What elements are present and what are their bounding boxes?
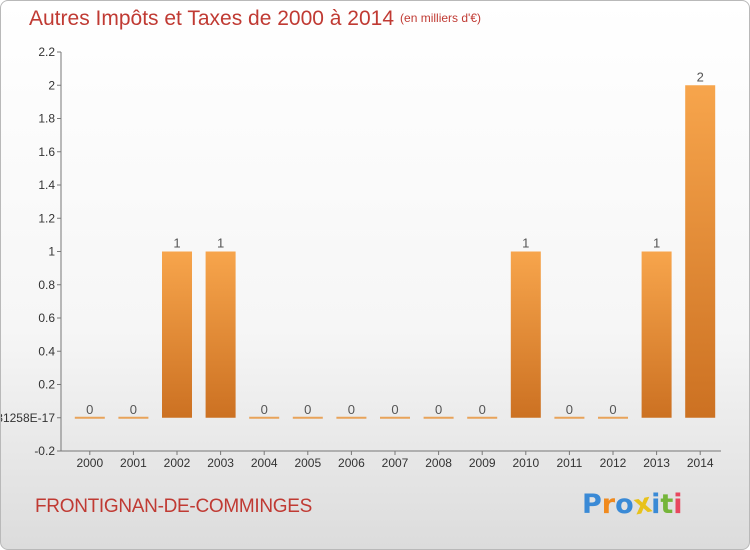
x-tick-label: 2004 (251, 456, 278, 470)
x-tick-label: 2001 (120, 456, 147, 470)
x-tick-label: 2005 (294, 456, 321, 470)
data-label-2012: 0 (609, 402, 616, 417)
x-tick-label: 2013 (643, 456, 670, 470)
bar-2006 (336, 416, 367, 419)
bar-2014 (685, 85, 716, 418)
y-tick-label: -5,5511151231258E-17 (1, 411, 55, 425)
y-tick-label: 1.8 (38, 112, 55, 126)
logo-letter: t (660, 489, 674, 520)
y-tick-label: 1.6 (38, 145, 55, 159)
x-tick-label: 2006 (338, 456, 365, 470)
y-tick-label: 2 (48, 78, 55, 92)
bar-2009 (467, 416, 498, 419)
x-tick-label: 2002 (164, 456, 191, 470)
x-tick-label: 2008 (425, 456, 452, 470)
logo-letter: r (601, 489, 616, 520)
chart-title-unit: (en milliers d'€) (400, 11, 482, 25)
y-tick-label: 1.4 (38, 178, 55, 192)
bar-2007 (380, 416, 410, 419)
data-label-2011: 0 (566, 402, 573, 417)
y-tick-label: 0.6 (38, 311, 55, 325)
data-label-2001: 0 (130, 402, 137, 417)
data-label-2014: 2 (697, 69, 704, 84)
x-tick-label: 2009 (469, 456, 496, 470)
data-label-2003: 1 (217, 236, 224, 251)
y-tick-label: 2.2 (38, 45, 55, 59)
proxiti-logo: Proxiti (582, 488, 683, 522)
x-tick-label: 2000 (76, 456, 103, 470)
bar-2011 (554, 416, 585, 419)
bar-2012 (598, 416, 628, 419)
data-label-2013: 1 (653, 236, 660, 251)
y-tick-label: 1.2 (38, 211, 55, 225)
data-label-2008: 0 (435, 402, 442, 417)
x-tick-label: 2010 (512, 456, 539, 470)
y-tick-label: 0.8 (38, 278, 55, 292)
logo-letter: P (582, 489, 602, 520)
x-tick-label: 2014 (687, 456, 714, 470)
y-tick-label: 0.2 (38, 378, 55, 392)
data-label-2002: 1 (173, 236, 180, 251)
bar-2000 (74, 416, 105, 419)
bar-2013 (641, 251, 672, 418)
y-tick-label: 1 (48, 245, 55, 259)
bar-2001 (118, 416, 149, 419)
commune-name: FRONTIGNAN-DE-COMMINGES (35, 496, 313, 517)
logo-letter: o (615, 489, 634, 520)
data-label-2007: 0 (391, 402, 398, 417)
data-label-2009: 0 (479, 402, 486, 417)
x-tick-label: 2012 (600, 456, 627, 470)
data-label-2006: 0 (348, 402, 355, 417)
x-tick-label: 2007 (382, 456, 409, 470)
y-tick-label: 0.4 (38, 344, 55, 358)
bar-2002 (162, 251, 192, 418)
bar-2005 (292, 416, 323, 419)
x-tick-label: 2011 (556, 456, 582, 470)
data-label-2010: 1 (522, 236, 529, 251)
bar-2010 (510, 251, 541, 418)
bar-2008 (423, 416, 454, 419)
logo-letter: i (651, 489, 661, 520)
bar-2004 (249, 416, 280, 419)
x-tick-label: 2003 (207, 456, 234, 470)
bars (74, 85, 716, 419)
chart-title-text: Autres Impôts et Taxes de 2000 à 2014 (29, 7, 395, 30)
data-label-2004: 0 (261, 402, 268, 417)
chart-title: Autres Impôts et Taxes de 2000 à 2014 (en… (29, 7, 481, 31)
y-tick-label: -0.2 (34, 444, 55, 458)
data-label-2000: 0 (86, 402, 93, 417)
value-labels: 0 0 1 1 0 0 0 0 0 0 1 0 0 1 2 (86, 69, 704, 417)
logo-letter: i (673, 489, 683, 520)
bar-2003 (205, 251, 236, 418)
axes: 2.2 2 1.8 1.6 1.4 1.2 1 0.8 0.6 0.4 0.2 -5,55111512… (1, 45, 721, 470)
data-label-2005: 0 (304, 402, 311, 417)
